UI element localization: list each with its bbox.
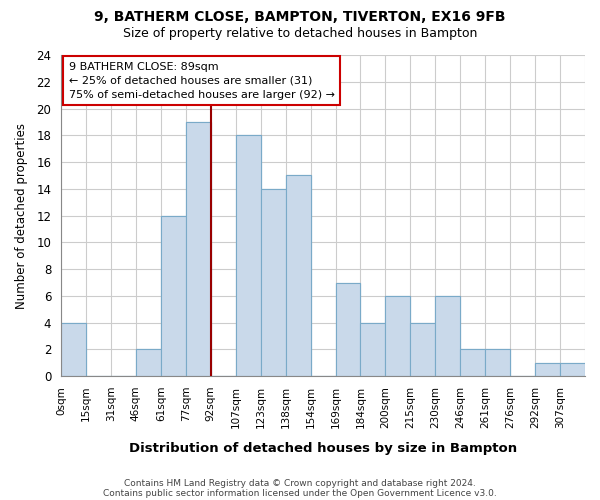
- Bar: [485, 350, 510, 376]
- X-axis label: Distribution of detached houses by size in Bampton: Distribution of detached houses by size …: [129, 442, 517, 455]
- Bar: [236, 136, 260, 376]
- Bar: [460, 350, 485, 376]
- Bar: [335, 282, 361, 376]
- Bar: [410, 322, 436, 376]
- Bar: [436, 296, 460, 376]
- Bar: [286, 176, 311, 376]
- Bar: [560, 363, 585, 376]
- Bar: [161, 216, 186, 376]
- Bar: [410, 322, 436, 376]
- Bar: [560, 363, 585, 376]
- Bar: [61, 322, 86, 376]
- Bar: [485, 350, 510, 376]
- Bar: [385, 296, 410, 376]
- Bar: [385, 296, 410, 376]
- Bar: [535, 363, 560, 376]
- Bar: [236, 136, 260, 376]
- Y-axis label: Number of detached properties: Number of detached properties: [15, 122, 28, 308]
- Bar: [161, 216, 186, 376]
- Bar: [186, 122, 211, 376]
- Bar: [260, 189, 286, 376]
- Bar: [61, 322, 86, 376]
- Bar: [136, 350, 161, 376]
- Bar: [436, 296, 460, 376]
- Text: Contains public sector information licensed under the Open Government Licence v3: Contains public sector information licen…: [103, 488, 497, 498]
- Bar: [335, 282, 361, 376]
- Bar: [361, 322, 385, 376]
- Bar: [286, 176, 311, 376]
- Text: Size of property relative to detached houses in Bampton: Size of property relative to detached ho…: [123, 28, 477, 40]
- Bar: [260, 189, 286, 376]
- Bar: [186, 122, 211, 376]
- Bar: [535, 363, 560, 376]
- Bar: [460, 350, 485, 376]
- Text: 9 BATHERM CLOSE: 89sqm
← 25% of detached houses are smaller (31)
75% of semi-det: 9 BATHERM CLOSE: 89sqm ← 25% of detached…: [68, 62, 335, 100]
- Bar: [361, 322, 385, 376]
- Bar: [136, 350, 161, 376]
- Text: Contains HM Land Registry data © Crown copyright and database right 2024.: Contains HM Land Registry data © Crown c…: [124, 478, 476, 488]
- Text: 9, BATHERM CLOSE, BAMPTON, TIVERTON, EX16 9FB: 9, BATHERM CLOSE, BAMPTON, TIVERTON, EX1…: [94, 10, 506, 24]
